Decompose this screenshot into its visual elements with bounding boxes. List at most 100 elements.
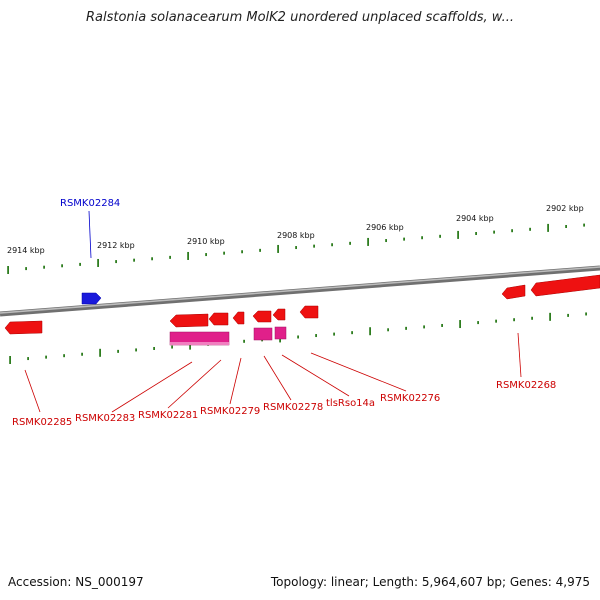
minor-tick [171,345,173,349]
lower-scale-ticks [9,312,587,364]
major-tick [547,223,549,232]
minor-tick [45,355,47,359]
rna-tlsrso14a[interactable] [274,326,287,340]
map-title: Ralstonia solanacearum MolK2 unordered u… [85,10,514,25]
gene-rsmk02276[interactable] [299,305,319,319]
gene-label[interactable]: RSMK02283 [75,413,135,424]
gene-label[interactable]: RSMK02278 [263,402,323,413]
minor-tick [565,224,567,228]
reverse-genes [4,305,319,346]
gene-label[interactable]: tlsRso14a [326,398,375,409]
minor-tick [403,237,405,241]
topology-text: Topology: linear; Length: 5,964,607 bp; … [270,575,590,589]
minor-tick [25,267,27,271]
minor-tick [259,248,261,252]
gene-labels: RSMK02284 RSMK02285 RSMK02283 RSMK02281 … [12,198,556,428]
scale-label: 2908 kbp [277,231,315,240]
minor-tick [531,316,533,320]
minor-tick [333,332,335,336]
minor-tick [493,230,495,234]
major-tick [99,348,101,357]
major-tick [457,230,459,239]
minor-tick [223,251,225,255]
scale-labels: 2914 kbp 2912 kbp 2910 kbp 2908 kbp 2906… [7,204,584,255]
minor-tick [405,326,407,330]
minor-tick [81,352,83,356]
minor-tick [511,229,513,233]
minor-tick [27,357,29,361]
minor-tick [243,339,245,343]
minor-tick [295,246,297,250]
scale-label: 2904 kbp [456,214,494,223]
gene-rsmk02283[interactable] [169,313,209,328]
minor-tick [583,223,585,227]
major-tick [9,356,11,364]
minor-tick [441,323,443,327]
major-tick [459,320,461,329]
minor-tick [585,312,587,316]
minor-tick [79,262,81,266]
rna-rsmk02278[interactable] [253,327,273,341]
scale-label: 2910 kbp [187,237,225,246]
minor-tick [513,318,515,322]
leader-line [517,332,522,378]
minor-tick [495,319,497,323]
gene-label[interactable]: RSMK02279 [200,406,260,417]
minor-tick [439,234,441,238]
gene-feature[interactable] [272,308,286,321]
leader-line [167,359,222,409]
minor-tick [297,335,299,339]
minor-tick [117,349,119,353]
leader-line [310,352,407,392]
minor-tick [115,260,117,264]
gene-feature[interactable] [530,274,600,297]
gene-rsmk02279[interactable] [232,311,245,325]
leader-line [111,361,193,413]
minor-tick [423,325,425,329]
major-tick [549,312,551,321]
minor-tick [205,253,207,257]
scale-label: 2906 kbp [366,223,404,232]
label-leaders [24,210,522,413]
minor-tick [421,236,423,240]
leader-line [88,210,92,259]
major-tick [189,341,191,350]
major-tick [7,266,9,274]
accession-text: Accession: NS_000197 [8,575,144,589]
minor-tick [63,354,65,358]
scale-label: 2914 kbp [7,246,45,255]
gene-label[interactable]: RSMK02284 [60,198,120,209]
upper-scale-ticks [7,223,585,274]
minor-tick [133,258,135,262]
minor-tick [567,313,569,317]
minor-tick [241,250,243,254]
leader-line [24,369,41,413]
minor-tick [151,257,153,261]
minor-tick [475,232,477,236]
minor-tick [315,334,317,338]
minor-tick [351,331,353,335]
gene-label[interactable]: RSMK02268 [496,380,556,391]
gene-feature[interactable] [252,310,272,323]
minor-tick [349,241,351,245]
major-tick [369,327,371,336]
gene-label[interactable]: RSMK02285 [12,417,72,428]
minor-tick [135,348,137,352]
scale-label: 2902 kbp [546,204,584,213]
minor-tick [385,239,387,243]
gene-label[interactable]: RSMK02276 [380,393,440,404]
major-tick [187,251,189,260]
minor-tick [387,328,389,332]
major-tick [277,244,279,253]
minor-tick [477,321,479,325]
gene-feature[interactable] [501,284,526,300]
minor-tick [61,264,63,268]
gene-rsmk02284[interactable] [81,292,102,305]
minor-tick [43,265,45,269]
gene-feature[interactable] [208,312,229,326]
gene-label[interactable]: RSMK02281 [138,410,198,421]
minor-tick [529,227,531,231]
major-tick [367,237,369,246]
gene-rsmk02285[interactable] [4,320,43,335]
